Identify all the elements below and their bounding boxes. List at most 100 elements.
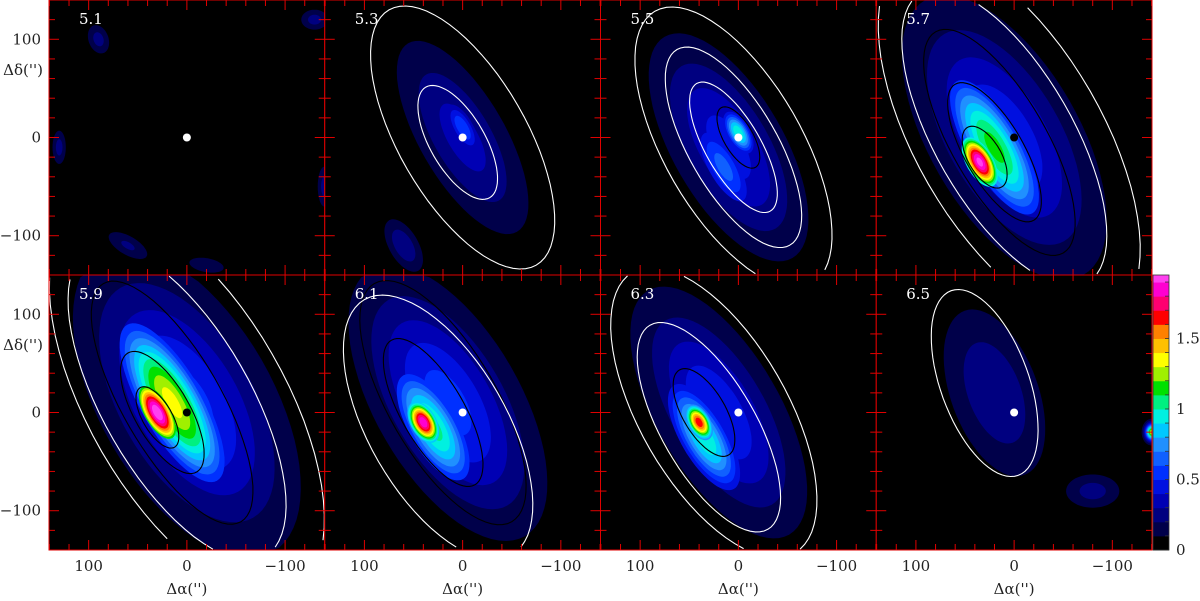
- emission-level: [1079, 482, 1106, 500]
- colorbar-tick-label: 0: [1176, 541, 1186, 559]
- contour-line: [923, 28, 1076, 256]
- colorbar-segment: [1153, 324, 1169, 339]
- emission-level: [93, 32, 104, 47]
- emission-level: [121, 240, 135, 251]
- colorbar-segment: [1153, 465, 1169, 480]
- emission-level: [55, 139, 63, 156]
- x-axis-label: Δα(''): [994, 580, 1035, 598]
- source-position-dot: [458, 408, 467, 417]
- panel-5.3: 5.3: [324, 0, 601, 276]
- panel-5.5: 5.5: [600, 0, 877, 276]
- source-position-dot: [734, 133, 743, 142]
- panel-5.7: 5.7: [876, 0, 1153, 276]
- contour-line: [359, 280, 527, 526]
- contour-line: [342, 294, 534, 548]
- x-tick-label: 100: [74, 557, 103, 575]
- emission-level: [161, 387, 183, 419]
- colorbar-segment: [1153, 310, 1169, 325]
- panel-6.1: 6.1: [324, 274, 601, 551]
- contour-line: [382, 338, 484, 487]
- colorbar-segment: [1153, 493, 1169, 509]
- y-axis-label: Δδ(''): [3, 61, 43, 79]
- contour-line: [634, 6, 833, 275]
- x-tick-label: 0: [734, 557, 744, 575]
- panel-frame: [875, 274, 1153, 551]
- velocity-label: 5.5: [631, 10, 655, 28]
- velocity-label: 5.9: [79, 285, 103, 303]
- x-axis-label: Δα(''): [442, 580, 483, 598]
- contour-line: [947, 82, 1042, 223]
- y-tick-label: 100: [12, 30, 41, 48]
- colorbar-segment: [1153, 521, 1169, 537]
- source-position-dot: [182, 133, 191, 142]
- contour-line: [672, 368, 736, 457]
- emission-level: [963, 342, 1026, 444]
- emission-level: [152, 404, 163, 421]
- colorbar-frame: [1152, 274, 1170, 551]
- contour-line: [901, 0, 1108, 275]
- panel-5.9: 5.9: [48, 274, 325, 551]
- contour-line: [48, 277, 325, 541]
- colorbar-tick-label: 1.5: [1176, 329, 1200, 347]
- contour-line: [417, 84, 499, 200]
- y-tick-label: 0: [31, 404, 41, 422]
- emission-level: [189, 257, 224, 273]
- colorbar-segment: [1153, 408, 1169, 424]
- axes: 100 0 −100 Δδ('') 100 0 −100 Δδ('') 100 0 −100 Δα('…: [0, 30, 1133, 598]
- colorbar: 0 0.5 1 1.5: [1152, 274, 1200, 559]
- y-tick-label: −100: [0, 502, 41, 520]
- emission-level: [392, 229, 416, 262]
- emission-level: [714, 153, 733, 181]
- colorbar-segment: [1153, 423, 1169, 438]
- x-tick-label: 0: [182, 557, 192, 575]
- velocity-label: 6.5: [906, 285, 930, 303]
- colorbar-segment: [1153, 338, 1169, 354]
- velocity-label: 5.7: [906, 10, 930, 28]
- y-axis-label: Δδ(''): [3, 336, 43, 354]
- contour-line: [716, 106, 761, 169]
- contour-line: [370, 5, 556, 270]
- emission-level: [976, 157, 983, 167]
- contour-line: [90, 280, 254, 525]
- velocity-label: 5.3: [355, 10, 379, 28]
- x-tick-label: −100: [1092, 557, 1133, 575]
- colorbar-segment: [1153, 296, 1169, 311]
- x-tick-label: 100: [902, 557, 931, 575]
- panel-6.3: 6.3: [600, 274, 877, 551]
- panel-5.1: 5.1: [48, 0, 325, 276]
- emission-level: [308, 14, 322, 25]
- emission-level: [984, 131, 1005, 163]
- contour-line: [135, 386, 180, 449]
- emission-level: [419, 417, 428, 428]
- colorbar-segment: [1153, 479, 1169, 495]
- contour-line: [610, 275, 818, 550]
- contour-line: [877, 6, 1141, 269]
- emission-level: [706, 115, 751, 180]
- contour-line: [67, 275, 287, 550]
- colorbar-segment: [1153, 535, 1169, 551]
- source-position-dot: [1010, 408, 1019, 417]
- colorbar-tick-label: 1: [1176, 400, 1186, 418]
- colorbar-segment: [1153, 275, 1169, 283]
- colorbar-segment: [1153, 437, 1169, 452]
- contour-line: [636, 321, 782, 533]
- source-position-dot: [734, 408, 743, 417]
- x-axis-label: Δα(''): [166, 580, 207, 598]
- emission-level: [454, 115, 471, 140]
- x-tick-label: 100: [350, 557, 379, 575]
- contour-line: [689, 81, 778, 214]
- x-tick-label: 0: [1009, 557, 1019, 575]
- x-tick-label: 0: [458, 557, 468, 575]
- velocity-label: 6.3: [631, 285, 655, 303]
- emission-level: [424, 370, 472, 436]
- colorbar-segment: [1153, 282, 1169, 297]
- y-tick-label: 0: [31, 129, 41, 147]
- y-tick-label: −100: [0, 227, 41, 245]
- panel-6.5: 6.5: [876, 274, 1153, 551]
- contour-line: [119, 350, 205, 475]
- emission-level: [695, 417, 703, 427]
- colorbar-segment: [1153, 394, 1169, 410]
- colorbar-tick-label: 0.5: [1176, 470, 1200, 488]
- x-axis-label: Δα(''): [718, 580, 759, 598]
